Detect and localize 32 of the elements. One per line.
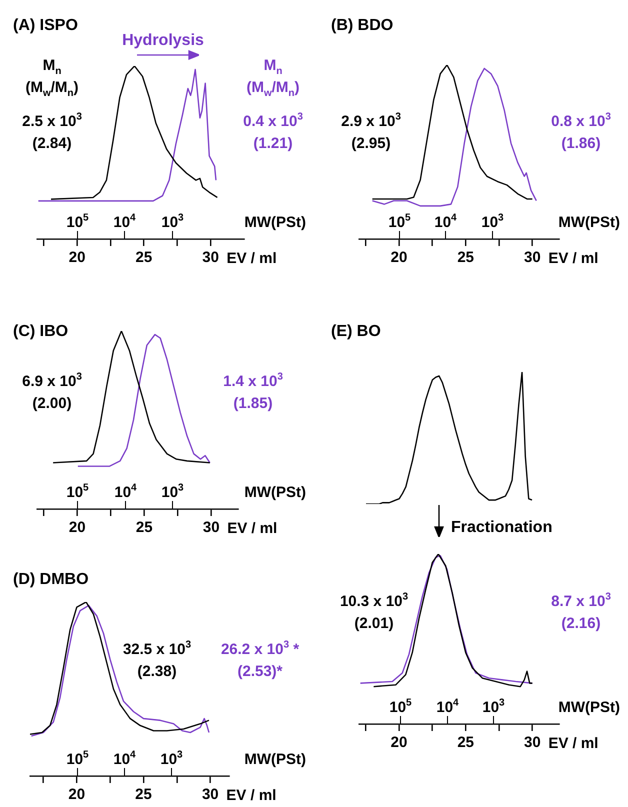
x-tick-label: 30 [202, 786, 219, 804]
x2-axis-title: MW(PSt) [244, 214, 306, 231]
x2-axis-title: MW(PSt) [558, 214, 620, 231]
x-tick-label: 20 [68, 249, 86, 266]
chart-title: (C) IBO [13, 323, 68, 340]
x2-axis-title: MW(PSt) [244, 751, 306, 768]
x-axis-title: EV / ml [226, 787, 276, 804]
x-tick-label: 25 [135, 249, 152, 266]
x-tick-label: 30 [524, 734, 541, 752]
x-tick-label: 20 [68, 519, 86, 536]
x-tick-label: 25 [136, 519, 153, 536]
x-tick-label: 20 [68, 786, 86, 804]
x-tick-label: 30 [202, 519, 220, 536]
chart-title: (B) BDO [331, 17, 394, 34]
chart-title: (E) BO [331, 323, 381, 340]
x-axis-title: EV / ml [548, 250, 598, 267]
x2-axis-title: MW(PSt) [244, 484, 306, 501]
x-tick-label: 30 [524, 249, 541, 266]
x-tick-label: 25 [457, 249, 474, 266]
x-tick-label: 25 [135, 786, 152, 804]
x2-axis-title: MW(PSt) [558, 699, 620, 716]
x-tick-label: 25 [457, 734, 474, 752]
x-axis-title: EV / ml [226, 250, 277, 267]
x-tick-label: 30 [202, 249, 219, 266]
x-axis-title: EV / ml [227, 520, 278, 537]
x-axis-title: EV / ml [548, 735, 598, 752]
text: Hydrolysis [122, 32, 204, 49]
chart-title: (A) ISPO [13, 17, 78, 34]
x-tick-label: 20 [390, 734, 408, 752]
text: Fractionation [451, 519, 552, 536]
chart-title: (D) DMBO [13, 571, 89, 588]
x-tick-label: 20 [390, 249, 408, 266]
